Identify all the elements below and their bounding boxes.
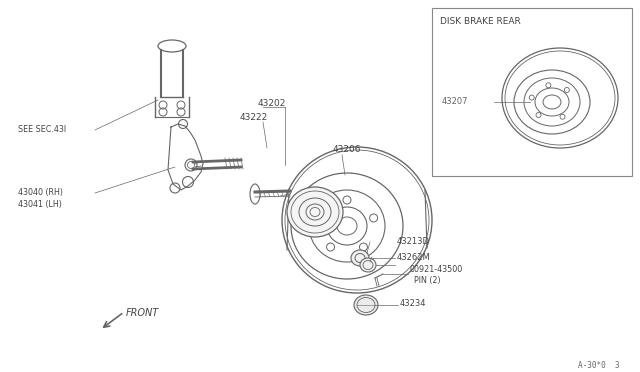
Text: 43206: 43206 (333, 145, 362, 154)
Text: 00921-43500: 00921-43500 (410, 266, 463, 275)
Text: 43207: 43207 (442, 97, 468, 106)
Text: FRONT: FRONT (126, 308, 159, 318)
Text: PIN (2): PIN (2) (414, 276, 440, 285)
Text: 43262M: 43262M (397, 253, 431, 262)
Bar (432, 8, 632, 176)
Ellipse shape (354, 295, 378, 315)
Text: 43040 (RH): 43040 (RH) (18, 189, 63, 198)
Text: 43202: 43202 (258, 99, 286, 108)
Text: 43041 (LH): 43041 (LH) (18, 201, 62, 209)
Ellipse shape (282, 147, 432, 293)
Ellipse shape (351, 250, 369, 266)
Text: 43222: 43222 (240, 113, 268, 122)
Text: 43213D: 43213D (397, 237, 430, 247)
Text: SEE SEC.43I: SEE SEC.43I (18, 125, 66, 135)
Ellipse shape (360, 258, 376, 272)
Text: DISK BRAKE REAR: DISK BRAKE REAR (440, 17, 521, 26)
Ellipse shape (287, 187, 343, 237)
Text: 43234: 43234 (400, 298, 426, 308)
Text: A-30*0  3: A-30*0 3 (579, 360, 620, 369)
